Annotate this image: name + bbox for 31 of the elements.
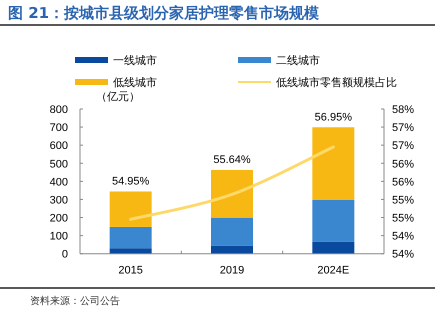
y-axis-title: （亿元） [96,90,140,103]
y-tick-label: 0 [62,248,68,261]
y-tick-label: 600 [50,140,68,152]
y2-tick-label: 56% [392,158,414,170]
text: 资料来源：公司公告 [30,295,120,307]
chart-title: 图 21：按城市县级划分家居护理零售市场规模 [8,4,320,22]
y2-tick-label: 54% [392,248,414,261]
legend-label: 低线城市 [113,76,157,89]
y-tick-label: 800 [50,104,68,116]
legend-label: 一线城市 [113,54,157,67]
y-tick-label: 100 [50,230,68,243]
y2-tick-label: 55% [392,212,414,225]
y-tick-label: 200 [50,212,68,225]
y-tick-label: 300 [50,194,68,206]
x-tick-label: 2019 [220,264,244,277]
legend-label: 低线城市零售额规模占比 [276,76,397,89]
legend-label: 二线城市 [276,54,320,67]
data-label: 54.95% [112,175,150,188]
y2-tick-label: 55% [392,194,414,206]
x-tick-label: 2015 [118,264,143,277]
y-tick-label: 700 [50,122,68,134]
y2-tick-label: 56% [392,176,414,188]
y2-tick-label: 57% [392,140,414,152]
y2-tick-label: 58% [392,104,414,116]
y2-tick-label: 57% [392,122,414,134]
data-label: 55.64% [213,154,251,166]
y2-tick-label: 54% [392,230,414,243]
x-tick-label: 2024E [317,264,350,277]
y-tick-label: 400 [50,176,68,188]
y-tick-label: 500 [50,158,68,170]
data-label: 56.95% [314,111,352,124]
